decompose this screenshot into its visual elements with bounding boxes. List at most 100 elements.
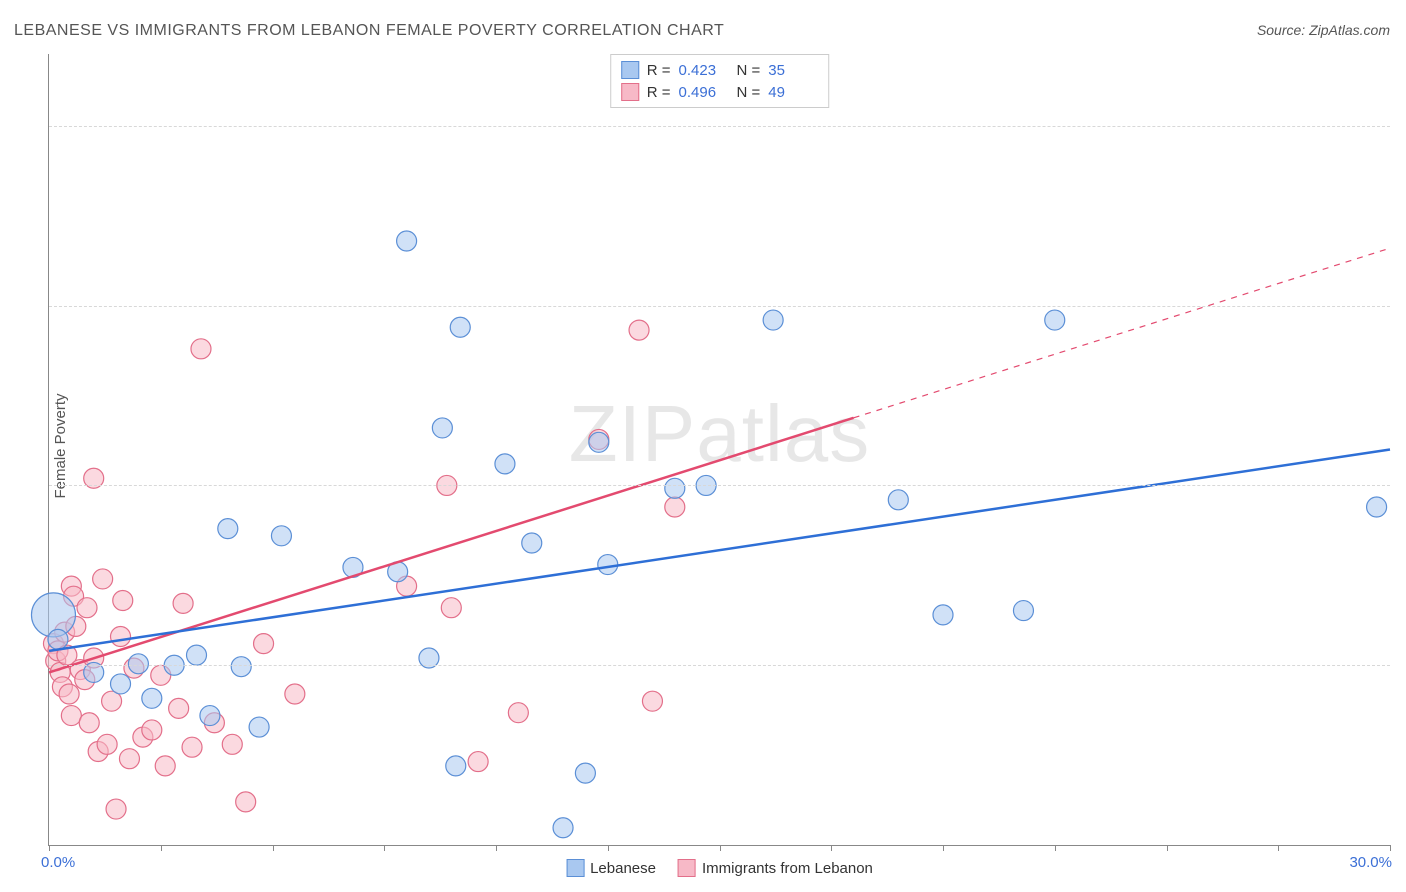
gridline xyxy=(49,665,1390,666)
data-point xyxy=(169,698,189,718)
x-tick xyxy=(161,845,162,851)
y-tick-label: 12.5% xyxy=(1395,657,1406,674)
chart-plot-area: ZIPatlas R =0.423N =35R =0.496N =49 Leba… xyxy=(48,54,1390,846)
data-point xyxy=(642,691,662,711)
data-point xyxy=(119,749,139,769)
y-tick-label: 25.0% xyxy=(1395,477,1406,494)
data-point xyxy=(432,418,452,438)
data-point xyxy=(93,569,113,589)
data-point xyxy=(173,593,193,613)
legend-row: R = 0.423 N = 35 xyxy=(621,59,819,81)
x-tick xyxy=(1278,845,1279,851)
x-tick xyxy=(608,845,609,851)
data-point xyxy=(763,310,783,330)
legend-item: Immigrants from Lebanon xyxy=(678,859,873,877)
data-point xyxy=(200,706,220,726)
y-tick-label: 50.0% xyxy=(1395,117,1406,134)
data-point xyxy=(446,756,466,776)
y-tick-label: 37.5% xyxy=(1395,297,1406,314)
legend-series-name: Lebanese xyxy=(590,860,656,877)
data-point xyxy=(450,317,470,337)
x-tick xyxy=(1390,845,1391,851)
legend-n-label: N = xyxy=(737,62,761,79)
data-point xyxy=(629,320,649,340)
x-tick xyxy=(496,845,497,851)
data-point xyxy=(665,497,685,517)
data-point xyxy=(495,454,515,474)
legend-item: Lebanese xyxy=(566,859,656,877)
source-label: Source: ZipAtlas.com xyxy=(1257,22,1390,38)
data-point xyxy=(522,533,542,553)
legend-series-name: Immigrants from Lebanon xyxy=(702,860,873,877)
data-point xyxy=(508,703,528,723)
data-point xyxy=(888,490,908,510)
data-point xyxy=(155,756,175,776)
x-tick xyxy=(831,845,832,851)
data-point xyxy=(1045,310,1065,330)
data-point xyxy=(665,478,685,498)
data-point xyxy=(1013,601,1033,621)
data-point xyxy=(397,231,417,251)
correlation-legend: R = 0.423 N = 35 R = 0.496 N = 49 xyxy=(610,54,830,108)
trend-line xyxy=(49,450,1390,651)
legend-swatch xyxy=(678,859,696,877)
series-legend: Lebanese Immigrants from Lebanon xyxy=(566,859,873,877)
data-point xyxy=(79,713,99,733)
x-tick xyxy=(273,845,274,851)
data-point xyxy=(254,634,274,654)
data-point xyxy=(236,792,256,812)
gridline xyxy=(49,126,1390,127)
x-tick xyxy=(720,845,721,851)
data-point xyxy=(285,684,305,704)
legend-r-label: R = xyxy=(647,62,671,79)
data-point xyxy=(231,657,251,677)
data-point xyxy=(142,720,162,740)
gridline xyxy=(49,485,1390,486)
legend-row: R = 0.496 N = 49 xyxy=(621,81,819,103)
data-point xyxy=(553,818,573,838)
data-point xyxy=(77,598,97,618)
data-point xyxy=(249,717,269,737)
data-point xyxy=(106,799,126,819)
data-point xyxy=(97,734,117,754)
x-tick xyxy=(49,845,50,851)
data-point xyxy=(48,629,68,649)
trend-line-extrapolated xyxy=(854,248,1390,418)
legend-n-value: 35 xyxy=(768,62,818,79)
trend-line xyxy=(49,418,854,673)
legend-r-label: R = xyxy=(647,84,671,101)
data-point xyxy=(598,555,618,575)
data-point xyxy=(111,626,131,646)
gridline xyxy=(49,306,1390,307)
data-point xyxy=(468,752,488,772)
legend-swatch xyxy=(621,83,639,101)
data-point xyxy=(222,734,242,754)
data-point xyxy=(575,763,595,783)
x-tick xyxy=(1055,845,1056,851)
data-point xyxy=(1367,497,1387,517)
legend-swatch xyxy=(566,859,584,877)
x-axis-start-label: 0.0% xyxy=(41,854,75,871)
data-point xyxy=(142,688,162,708)
legend-swatch xyxy=(621,61,639,79)
data-point xyxy=(191,339,211,359)
data-point xyxy=(182,737,202,757)
legend-n-value: 49 xyxy=(768,84,818,101)
data-point xyxy=(271,526,291,546)
data-point xyxy=(441,598,461,618)
data-point xyxy=(113,591,133,611)
x-tick xyxy=(943,845,944,851)
data-point xyxy=(61,706,81,726)
legend-r-value: 0.496 xyxy=(679,84,729,101)
data-point xyxy=(187,645,207,665)
chart-title: LEBANESE VS IMMIGRANTS FROM LEBANON FEMA… xyxy=(14,22,724,40)
x-axis-end-label: 30.0% xyxy=(1349,854,1392,871)
legend-r-value: 0.423 xyxy=(679,62,729,79)
data-point xyxy=(59,684,79,704)
x-tick xyxy=(1167,845,1168,851)
data-point xyxy=(128,654,148,674)
data-point xyxy=(589,432,609,452)
legend-n-label: N = xyxy=(737,84,761,101)
data-point xyxy=(933,605,953,625)
x-tick xyxy=(384,845,385,851)
